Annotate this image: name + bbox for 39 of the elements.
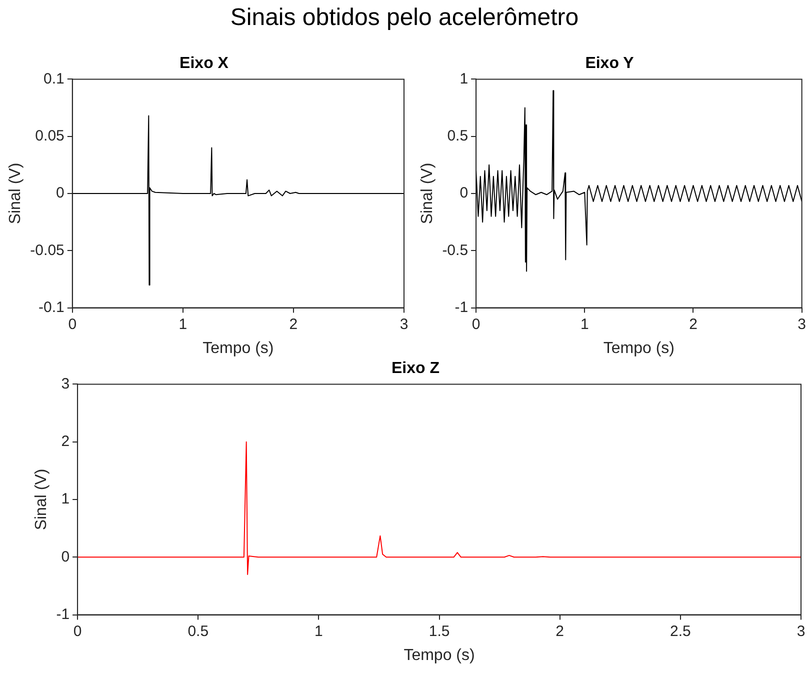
y-axis-title: Sinal (V)	[419, 162, 436, 224]
y-tick-label: 1	[460, 70, 468, 88]
x-tick-label: 3	[798, 316, 806, 333]
y-tick-label: 0.5	[447, 127, 468, 144]
y-tick-label: -0.05	[30, 242, 64, 259]
x-tick-label: 3	[796, 622, 806, 640]
y-tick-label: -1	[454, 298, 468, 316]
y-tick-label: 2	[61, 432, 70, 450]
y-tick-label: -0.1	[38, 298, 64, 316]
y-tick-label: 0	[61, 548, 70, 566]
y-tick-label: 1	[61, 490, 70, 508]
x-tick-label: 1.5	[428, 622, 450, 640]
y-tick-label: -1	[56, 606, 70, 623]
x-tick-label: 0	[472, 316, 480, 333]
y-axis-title: Sinal (V)	[33, 468, 50, 530]
x-tick-label: 0	[73, 622, 82, 640]
y-axis-title: Sinal (V)	[7, 162, 24, 224]
y-tick-label: -0.5	[442, 242, 468, 259]
x-tick-label: 2	[689, 316, 698, 333]
chart-title: Eixo Z	[391, 360, 440, 378]
x-tick-label: 2.5	[670, 622, 691, 640]
x-axis-title: Tempo (s)	[404, 646, 475, 664]
x-tick-label: 3	[400, 316, 408, 333]
x-tick-label: 0.5	[188, 622, 209, 640]
y-tick-label: 3	[61, 375, 70, 392]
x-tick-label: 1	[314, 622, 323, 640]
chart-title: Eixo Y	[585, 55, 634, 72]
y-tick-label: 0.1	[44, 70, 64, 88]
y-tick-label: 0.05	[35, 127, 64, 144]
x-tick-label: 1	[178, 316, 188, 333]
x-tick-label: 2	[556, 622, 564, 640]
x-tick-label: 1	[580, 316, 589, 333]
y-tick-label: 0	[460, 184, 468, 202]
x-tick-label: 2	[289, 316, 298, 333]
chart-title: Eixo X	[180, 55, 229, 72]
y-tick-label: 0	[56, 184, 64, 202]
text: Sinais obtidos pelo acelerômetro	[229, 4, 580, 32]
x-axis-title: Tempo (s)	[202, 340, 274, 357]
x-axis-title: Tempo (s)	[603, 340, 674, 357]
